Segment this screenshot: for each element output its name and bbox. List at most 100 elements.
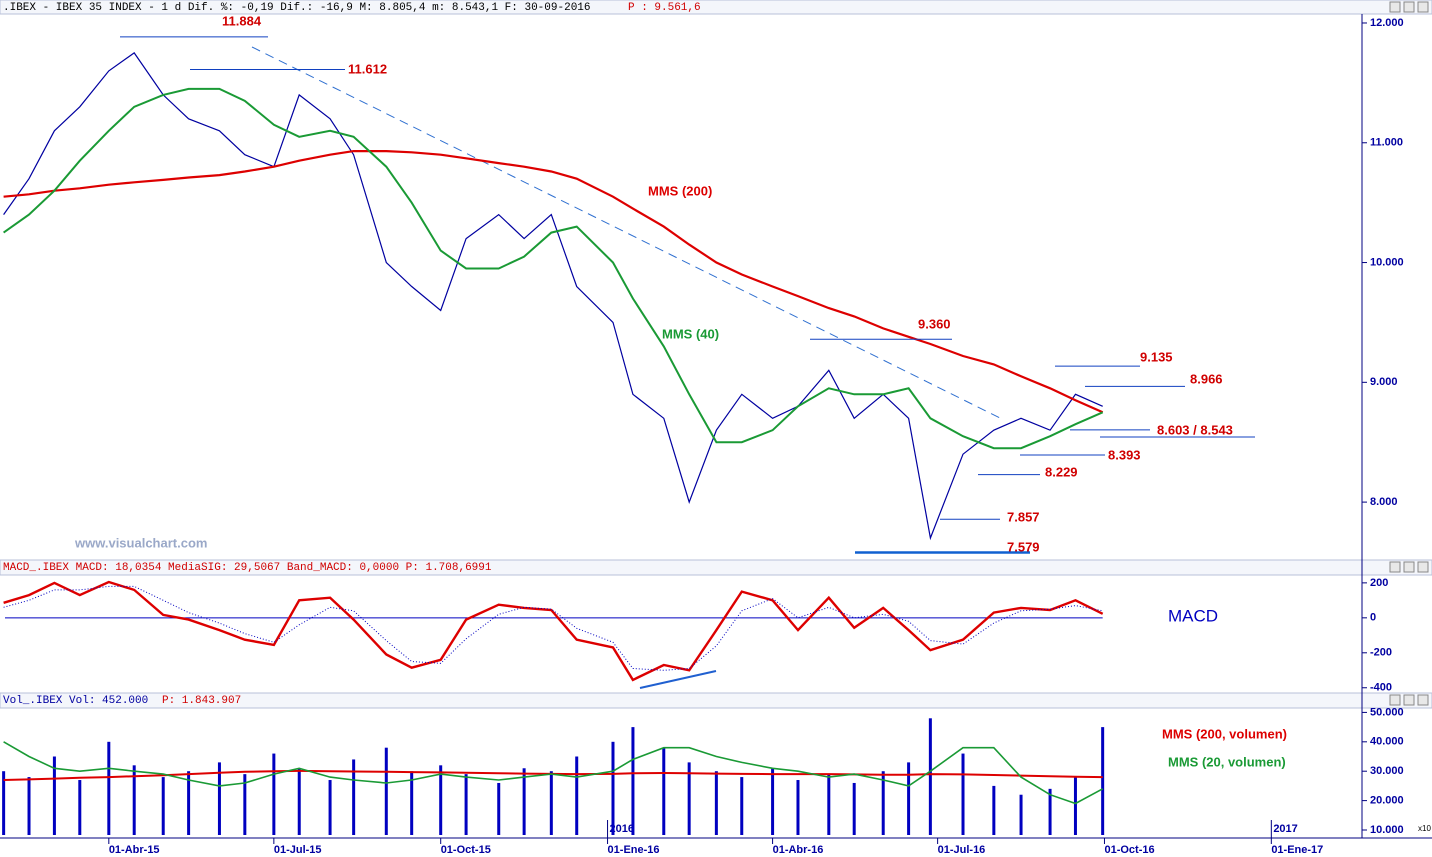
- button[interactable]: [1417, 1, 1429, 13]
- volume-bar: [522, 768, 526, 835]
- level-label: 9.135: [1140, 349, 1173, 364]
- x-tick-label: 01-Jul-16: [938, 844, 986, 856]
- volume-bar: [52, 756, 56, 835]
- series-label: MMS (200, volumen): [1162, 726, 1287, 741]
- volume-bar: [1019, 794, 1023, 835]
- macd-header: MACD_.IBEX MACD: 18,0354 MediaSIG: 29,50…: [3, 562, 492, 574]
- y-tick-label: 10.000: [1370, 824, 1404, 836]
- level-label: 11.612: [348, 61, 387, 76]
- volume-bar: [714, 771, 718, 835]
- volume-bar: [297, 768, 301, 835]
- volume-bar: [1101, 727, 1105, 835]
- volume-bar: [161, 777, 165, 835]
- button[interactable]: [1403, 561, 1415, 573]
- volume-bar: [27, 777, 31, 835]
- volume-bar: [631, 727, 635, 835]
- volume-bar: [439, 765, 443, 835]
- level-label: 9.360: [918, 316, 951, 331]
- button[interactable]: [1403, 694, 1415, 706]
- volume-bar: [662, 747, 666, 835]
- x-tick-label: 01-Oct-15: [441, 844, 491, 856]
- volume-bar: [2, 771, 6, 835]
- series-line: [3, 741, 1104, 805]
- x-tick-label: 01-Ene-16: [608, 844, 660, 856]
- window-buttons: [1389, 1, 1429, 706]
- volume-bar: [107, 741, 111, 835]
- volume-bar: [384, 747, 388, 835]
- trend-line: [251, 46, 1001, 419]
- price-header: .IBEX - IBEX 35 INDEX - 1 d Dif. %: -0,1…: [3, 2, 591, 14]
- volume-header: Vol_.IBEX Vol: 452.000: [3, 695, 148, 707]
- volume-bar: [771, 768, 775, 835]
- volume-bar: [328, 780, 332, 835]
- button[interactable]: [1417, 561, 1429, 573]
- x-tick-label: 01-Abr-15: [109, 844, 160, 856]
- divergence-line: [639, 670, 717, 689]
- series-label: MMS (200): [648, 183, 712, 198]
- series-line: [3, 580, 1104, 682]
- volume-bar: [497, 782, 501, 835]
- button[interactable]: [1389, 694, 1401, 706]
- x-tick-label: 01-Oct-16: [1104, 844, 1154, 856]
- button[interactable]: [1389, 561, 1401, 573]
- y-tick-label: 200: [1370, 577, 1388, 589]
- series-line: [3, 52, 1103, 541]
- volume-bar: [575, 756, 579, 835]
- volume-bar: [961, 753, 965, 835]
- y-tick-label: 12.000: [1370, 17, 1404, 29]
- volume-bar: [796, 780, 800, 835]
- volume-bar: [852, 782, 856, 835]
- price-header-last: P : 9.561,6: [628, 2, 701, 14]
- volume-bar: [549, 771, 553, 835]
- button[interactable]: [1417, 694, 1429, 706]
- volume-bar: [1073, 777, 1077, 835]
- button[interactable]: [1403, 1, 1415, 13]
- macd-header-bar: [0, 559, 1432, 576]
- y-tick-label: 0: [1370, 612, 1376, 624]
- macd-label: MACD: [1168, 606, 1218, 625]
- y-tick-label: 9.000: [1370, 376, 1398, 388]
- volume-bar: [132, 765, 136, 835]
- volume-bar: [1048, 788, 1052, 835]
- series-line: [3, 87, 1104, 450]
- button[interactable]: [1389, 1, 1401, 13]
- price-header-bar: [0, 0, 1432, 15]
- y-tick-label: 40.000: [1370, 736, 1404, 748]
- x-tick-label: 01-Ene-17: [1271, 844, 1323, 856]
- level-label: 8.393: [1108, 447, 1141, 462]
- watermark: www.visualchart.com: [74, 535, 207, 550]
- volume-header-last: P: 1.843.907: [162, 695, 241, 707]
- volume-bar: [217, 762, 221, 835]
- volume-bar: [687, 762, 691, 835]
- level-label: 8.229: [1045, 464, 1078, 479]
- x-tick-label: 01-Jul-15: [274, 844, 322, 856]
- y-tick-label: -200: [1370, 647, 1392, 659]
- volume-bar: [611, 741, 615, 835]
- x-tick-label: 01-Abr-16: [773, 844, 824, 856]
- volume-bar: [992, 785, 996, 835]
- volume-bar: [740, 777, 744, 835]
- level-label: 7.857: [1007, 509, 1040, 524]
- y-tick-label: 10.000: [1370, 256, 1404, 268]
- series-label: MMS (20, volumen): [1168, 754, 1286, 769]
- level-label: 7.579: [1007, 539, 1040, 554]
- series-label: MMS (40): [662, 326, 719, 341]
- volume-bar: [907, 762, 911, 835]
- volume-bar: [881, 771, 885, 835]
- volume-bar: [272, 753, 276, 835]
- y-tick-label: 30.000: [1370, 765, 1404, 777]
- volume-bar: [78, 780, 82, 835]
- volume-header-bar: [0, 692, 1432, 709]
- level-label: 8.966: [1190, 371, 1223, 386]
- volume-bar: [827, 774, 831, 835]
- year-label: 2016: [610, 823, 634, 835]
- scale-label: x10: [1418, 824, 1431, 833]
- volume-bar: [410, 771, 414, 835]
- volume-bar: [352, 759, 356, 835]
- level-label: 11.884: [222, 13, 262, 28]
- y-tick-label: 11.000: [1370, 137, 1403, 149]
- y-tick-label: 50.000: [1370, 706, 1404, 718]
- volume-bar: [464, 774, 468, 835]
